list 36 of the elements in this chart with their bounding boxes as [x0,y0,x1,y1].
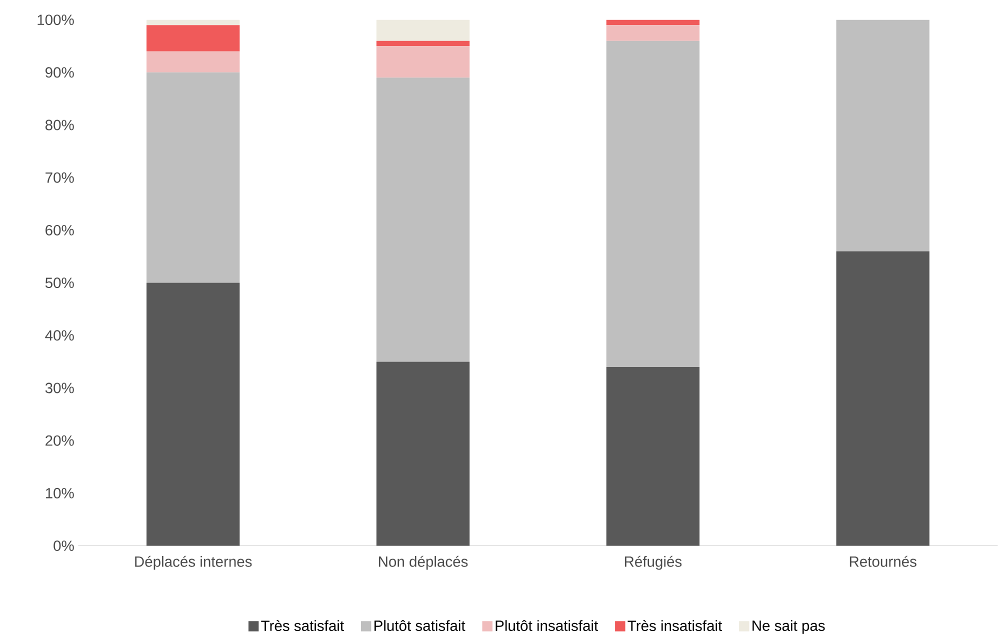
legend-label: Très satisfait [261,620,344,632]
y-tick-label: 50% [45,278,74,288]
x-tick-label: Déplacés internes [135,556,252,570]
bar [606,366,700,546]
bar [606,40,700,367]
bar [376,20,470,41]
bar [836,251,930,546]
y-tick-label: 10% [46,488,74,498]
bar [606,25,700,41]
y-tick-label: 30% [45,382,74,394]
y-tick-label: 100% [38,14,74,26]
bar [836,20,930,252]
y-tick-label: 70% [46,172,74,183]
y-tick-label: 20% [46,435,74,446]
legend-label: Plutôt satisfait [374,620,466,632]
legend-label: Très insatisfait [628,620,722,632]
bar [146,20,240,26]
bar [376,46,470,78]
bar [146,72,240,283]
bar [376,362,470,546]
x-tick-label: Retournés [850,556,916,567]
bar [376,78,470,362]
x-tick-label: Réfugiés [624,556,682,570]
bar [146,51,240,72]
x-tick-label: Non déplacés [379,556,468,570]
y-tick-label: 0% [54,540,74,552]
y-tick-label: 40% [45,330,74,341]
legend-label: Ne sait pas [752,620,825,634]
bar [146,282,240,546]
y-tick-label: 80% [45,120,74,130]
y-tick-label: 60% [46,224,74,236]
bar [146,25,240,52]
y-tick-label: 90% [46,67,74,78]
legend-label: Plutôt insatisfait [496,620,598,632]
bar [376,40,470,46]
bar [606,20,700,26]
